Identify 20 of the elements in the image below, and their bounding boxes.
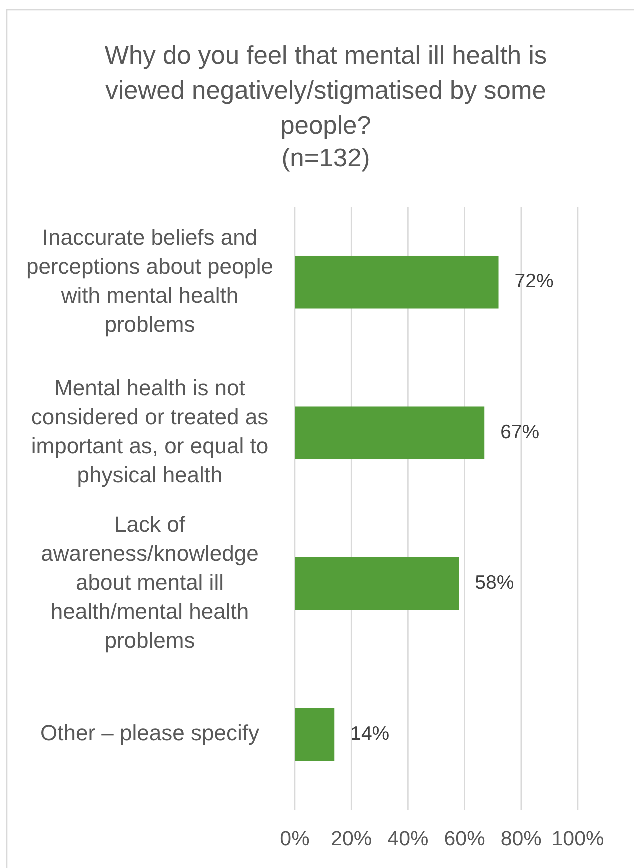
data-label: 14%	[350, 722, 390, 745]
y-tick-label: Other – please specify	[40, 720, 260, 746]
chart-title: Why do you feel that mental ill health is viewed negatively/stigmatised by some people?	[104, 42, 548, 140]
data-label: 58%	[475, 572, 514, 594]
bar	[295, 557, 460, 610]
bar	[295, 406, 485, 460]
x-tick-label: 20%	[331, 827, 372, 850]
x-tick-label: 80%	[500, 827, 542, 850]
y-tick-label: Inaccurate beliefs and perceptions about people with mental health problems	[26, 224, 274, 337]
x-tick-label: 60%	[444, 827, 486, 850]
bar	[295, 708, 335, 762]
chart-subtitle: (n=132)	[282, 144, 370, 173]
data-label: 72%	[514, 270, 554, 293]
data-label: 67%	[500, 421, 540, 444]
x-tick-label: 0%	[280, 827, 310, 850]
bar	[295, 256, 499, 309]
y-tick-label: Lack of awareness/knowledge about mental ill health/mental health problems	[41, 512, 259, 653]
x-tick-label: 100%	[552, 827, 604, 850]
y-tick-label: Mental health is not considered or treated as important as, or equal to physical health	[31, 375, 269, 488]
x-tick-label: 40%	[388, 827, 429, 850]
